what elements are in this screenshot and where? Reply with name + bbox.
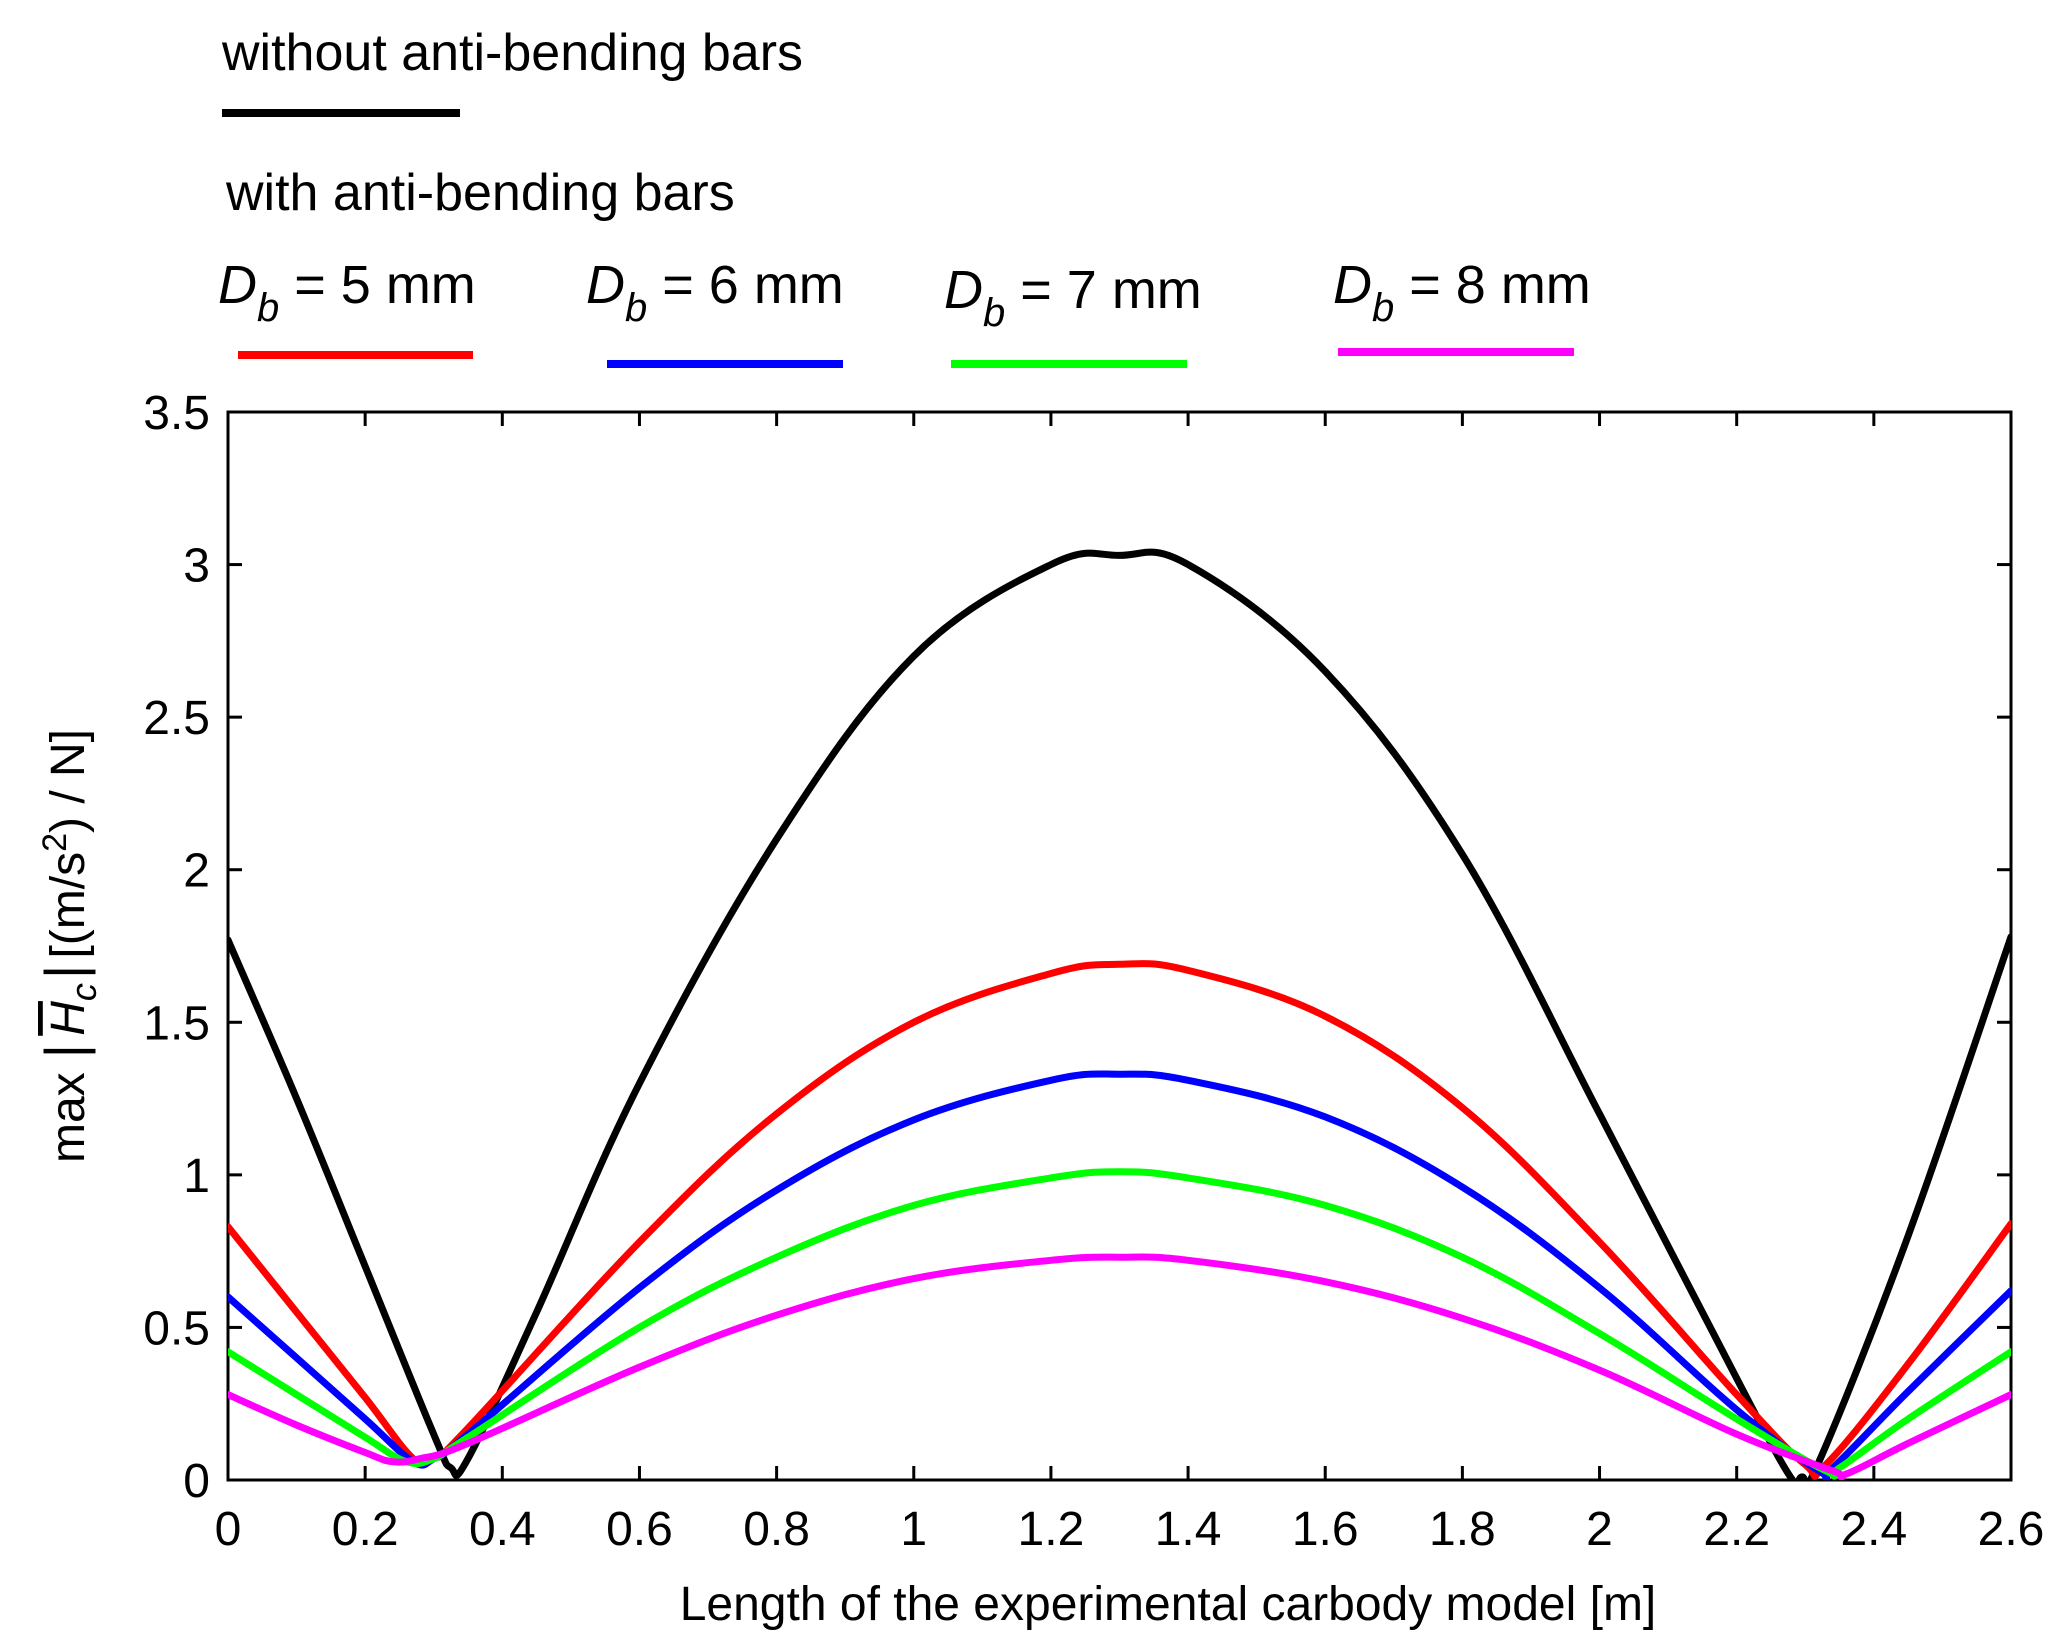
x-tick-label: 1.4 xyxy=(1155,1503,1222,1556)
x-tick-label: 0.4 xyxy=(469,1503,536,1556)
legend: without anti-bending bars with anti-bend… xyxy=(218,24,1591,368)
y-tick-label: 1.5 xyxy=(143,997,210,1050)
y-tick-label: 0.5 xyxy=(143,1302,210,1355)
svg-text:max|Hc|[(m/s2) / N]: max|Hc|[(m/s2) / N] xyxy=(33,729,104,1163)
legend-subscript: b xyxy=(625,286,647,330)
legend-symbol: D xyxy=(1333,255,1372,315)
legend-entry-db8: Db = 8 mm xyxy=(1333,255,1591,356)
x-tick-label: 0.6 xyxy=(606,1503,673,1556)
axis-ticks xyxy=(226,410,2013,1482)
series-lines xyxy=(228,548,2011,1480)
legend-value: = 5 mm xyxy=(279,255,476,315)
svg-text:Db = 6 mm: Db = 6 mm xyxy=(586,255,844,330)
legend-subscript: b xyxy=(257,286,279,330)
x-tick-label: 2.6 xyxy=(1978,1503,2045,1556)
y-tick-label: 3.5 xyxy=(143,387,210,440)
y-tick-label: 3 xyxy=(183,540,210,593)
x-axis-label: Length of the experimental carbody model… xyxy=(680,1578,1657,1631)
x-tick-label: 2.4 xyxy=(1840,1503,1907,1556)
y-axis-label: max|Hc|[(m/s2) / N] xyxy=(33,729,104,1163)
y-label-subscript: c xyxy=(63,983,104,1001)
legend-symbol: D xyxy=(218,255,257,315)
y-label-unit-sup: 2 xyxy=(36,833,74,852)
series-line-1 xyxy=(228,960,2011,1480)
legend-value: = 6 mm xyxy=(647,255,844,315)
x-tick-label: 1.8 xyxy=(1429,1503,1496,1556)
series-line-0 xyxy=(228,548,2011,1480)
x-tick-label: 1.6 xyxy=(1292,1503,1359,1556)
x-tick-label: 0 xyxy=(215,1503,242,1556)
y-label-symbol: H xyxy=(42,1001,95,1036)
legend-title-with-bars: with anti-bending bars xyxy=(225,164,735,222)
y-label-prefix: max xyxy=(42,1072,95,1163)
legend-title-without-bars: without anti-bending bars xyxy=(221,24,803,82)
y-tick-label: 1 xyxy=(183,1150,210,1203)
x-tick-labels: 0 0.2 0.4 0.6 0.8 1 1.2 1.4 1.6 1.8 2 2.2 2.4 2.6 xyxy=(215,1503,2045,1556)
series-line-4 xyxy=(228,1253,2011,1480)
legend-entry-db6: Db = 6 mm xyxy=(586,255,844,368)
legend-value: = 8 mm xyxy=(1394,255,1591,315)
plot-frame xyxy=(226,410,2013,1482)
y-tick-label: 2.5 xyxy=(143,692,210,745)
y-label-unit: [(m/s xyxy=(42,852,95,959)
legend-entry-db5: Db = 5 mm xyxy=(218,255,476,359)
y-tick-label: 0 xyxy=(183,1455,210,1508)
legend-entry-db7: Db = 7 mm xyxy=(944,260,1202,368)
legend-subscript: b xyxy=(1372,286,1394,330)
svg-text:Db = 7 mm: Db = 7 mm xyxy=(944,260,1202,335)
x-tick-label: 2.2 xyxy=(1703,1503,1770,1556)
x-tick-label: 1.2 xyxy=(1018,1503,1085,1556)
svg-text:Db = 8 mm: Db = 8 mm xyxy=(1333,255,1591,330)
x-tick-label: 1 xyxy=(900,1503,927,1556)
x-tick-label: 0.8 xyxy=(743,1503,810,1556)
x-tick-label: 2 xyxy=(1586,1503,1613,1556)
legend-subscript: b xyxy=(983,291,1005,335)
y-label-unit-end: ) / N] xyxy=(42,729,95,833)
x-tick-label: 0.2 xyxy=(332,1503,399,1556)
legend-symbol: D xyxy=(944,260,983,320)
y-tick-labels: 0 0.5 1 1.5 2 2.5 3 3.5 xyxy=(143,387,210,1508)
legend-value: = 7 mm xyxy=(1005,260,1202,320)
legend-symbol: D xyxy=(586,255,625,315)
svg-text:Db = 5 mm: Db = 5 mm xyxy=(218,255,476,330)
y-tick-label: 2 xyxy=(183,845,210,898)
